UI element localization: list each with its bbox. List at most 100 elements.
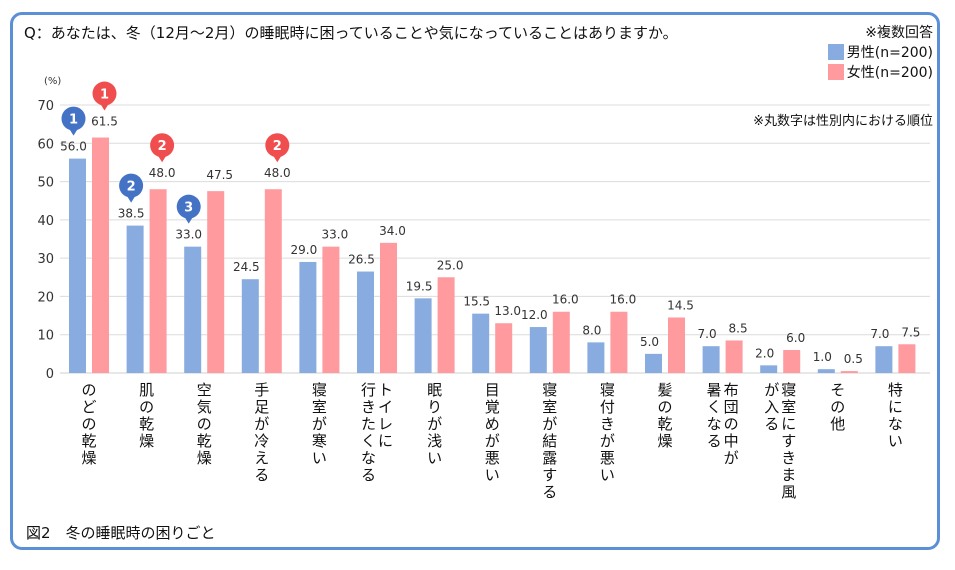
bar-female: [610, 311, 628, 373]
y-tick-label: 50: [37, 176, 54, 191]
x-category-char: ど: [81, 398, 96, 416]
x-category-char: い: [600, 466, 615, 484]
x-category-char: の: [197, 415, 212, 433]
x-category-char: 乾: [197, 432, 212, 450]
x-category-char: が: [764, 381, 779, 399]
x-category-char: 覚: [485, 398, 500, 416]
data-label-female: 6.0: [786, 331, 805, 345]
x-category-char: 燥: [657, 432, 672, 450]
x-category-char: 悪: [485, 449, 500, 467]
badge-circle: [119, 173, 144, 198]
data-label-male: 26.5: [348, 253, 375, 267]
bar-female: [380, 242, 397, 373]
x-category-char: 浅: [427, 432, 442, 450]
y-tick-label: 60: [37, 137, 54, 152]
data-label-female: 33.0: [322, 228, 349, 242]
x-category-char: な: [361, 449, 376, 467]
x-category-char: 冷: [254, 432, 269, 450]
y-tick-label: 0: [46, 367, 54, 382]
x-category-char: る: [707, 432, 722, 450]
legend-item-male: 男性(n=200): [827, 42, 933, 62]
x-category-char: 空: [197, 381, 212, 399]
badge-rank-number: 1: [69, 113, 78, 128]
x-category-char: が: [485, 432, 500, 450]
x-category-char: ま: [781, 466, 796, 484]
y-tick-label: 30: [37, 252, 54, 267]
question-text: Q：あなたは、冬（12月～2月）の睡眠時に困っていることや気になっていることはあ…: [24, 24, 678, 42]
x-category-char: た: [361, 415, 376, 433]
data-label-male: 29.0: [291, 243, 318, 257]
data-label-male: 19.5: [406, 279, 433, 293]
bar-female: [668, 317, 685, 373]
data-label-female: 13.0: [494, 304, 521, 318]
badge-rank-number: 2: [273, 139, 282, 154]
bar-male: [126, 225, 144, 373]
bar-male: [875, 346, 893, 373]
x-category-char: き: [781, 449, 796, 467]
data-label-male: 7.0: [870, 327, 889, 341]
x-category-char: 団: [724, 398, 739, 416]
data-label-male: 24.5: [233, 260, 260, 274]
x-category-char: 肌: [139, 381, 154, 399]
x-category-char: す: [781, 432, 796, 450]
x-category-char: の: [657, 398, 672, 416]
x-category-char: 燥: [81, 449, 96, 467]
multiple-answer-note: ※複数回答: [865, 25, 933, 41]
data-label-male: 1.0: [813, 350, 832, 364]
data-label-male: 15.5: [463, 295, 490, 309]
bars: [69, 137, 916, 373]
x-category-char: 室: [542, 398, 557, 416]
x-category-char: い: [427, 449, 442, 467]
x-category-char: る: [361, 466, 376, 484]
x-category-char: き: [361, 398, 376, 416]
bar-female: [898, 344, 916, 373]
x-category-char: ト: [378, 381, 393, 399]
x-category-char: す: [542, 466, 557, 484]
x-category-char: く: [707, 398, 722, 416]
x-category-char: が: [312, 415, 327, 433]
badge-circle: [176, 194, 201, 219]
data-label-male: 33.0: [175, 228, 202, 242]
x-category-char: 布: [724, 381, 739, 399]
bar-male: [299, 261, 317, 373]
x-category-char: 眠: [427, 381, 442, 399]
badge-rank-number: 3: [184, 201, 193, 216]
x-category-char: る: [542, 483, 557, 501]
data-label-male: 2.0: [755, 346, 774, 360]
y-tick-label: 10: [37, 329, 54, 344]
bar-male: [645, 353, 662, 373]
rank-badge-female: 2: [265, 133, 290, 163]
x-category-char: 寝: [600, 381, 615, 399]
x-category-char: の: [724, 415, 739, 433]
data-label-male: 5.0: [640, 335, 659, 349]
data-label-female: 16.0: [552, 293, 579, 307]
bar-female: [437, 277, 455, 373]
bar-female: [552, 311, 570, 373]
x-category-char: 乾: [139, 415, 154, 433]
bar-female: [92, 137, 109, 373]
rank-badge-female: 1: [92, 81, 117, 111]
bar-female: [495, 323, 513, 373]
bar-female: [207, 191, 225, 373]
bar-male: [587, 342, 605, 373]
badge-circle: [265, 133, 290, 158]
x-category-char: 付: [600, 398, 615, 416]
legend-swatch-female: [827, 64, 844, 80]
data-label-male: 56.0: [60, 140, 87, 154]
legend-label-male: 男性(n=200): [846, 45, 933, 61]
x-category-char: 暑: [707, 381, 722, 399]
x-category-char: り: [427, 398, 442, 416]
x-category-char: が: [542, 415, 557, 433]
badge-circle: [61, 106, 86, 131]
badge-circle: [92, 81, 117, 106]
x-category-char: が: [724, 449, 739, 467]
data-label-female: 16.0: [610, 293, 637, 307]
